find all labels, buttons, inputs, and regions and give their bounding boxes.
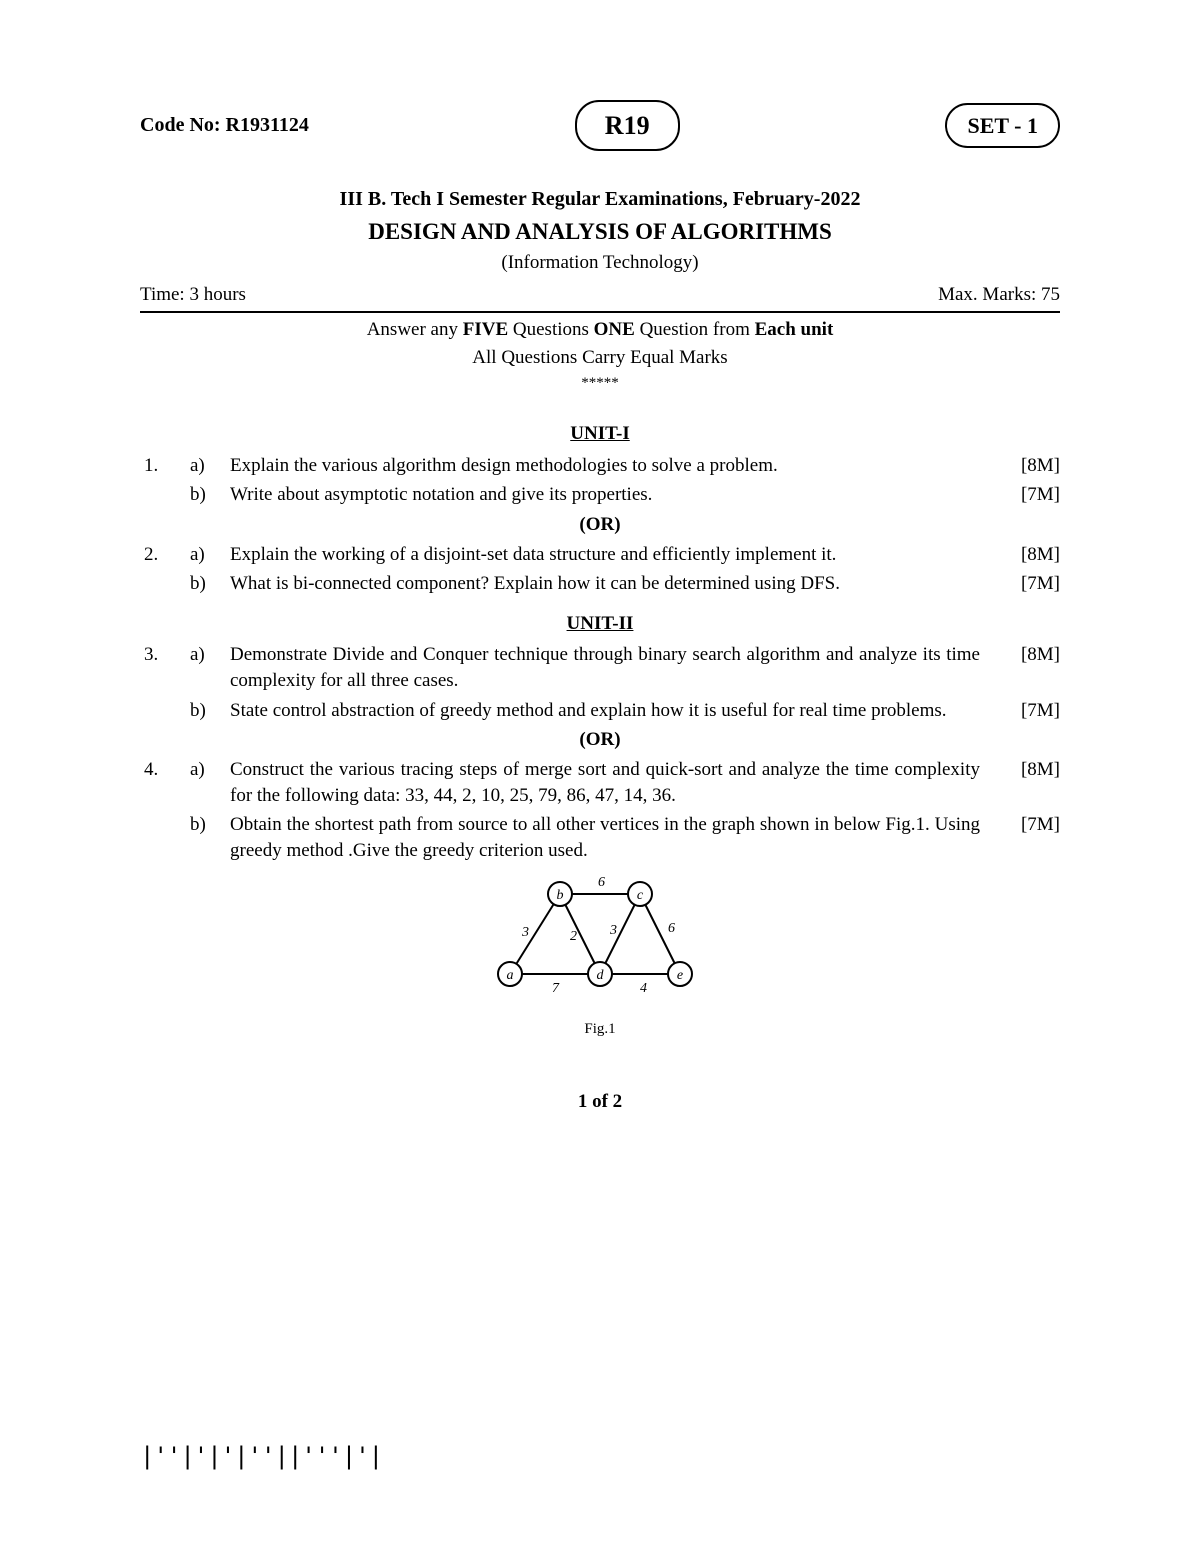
barcode: |''|'|'|''||'''|'|: [140, 1440, 382, 1472]
q-marks: [8M]: [1000, 453, 1060, 479]
q-number: 1.: [140, 453, 190, 479]
question-3a: 3. a) Demonstrate Divide and Conquer tec…: [140, 642, 1060, 693]
question-3b: b) State control abstraction of greedy m…: [140, 698, 1060, 724]
q-marks: [8M]: [1000, 757, 1060, 783]
q-number: 3.: [140, 642, 190, 668]
code-number: Code No: R1931124: [140, 112, 309, 139]
q-number: 2.: [140, 542, 190, 568]
q-marks: [8M]: [1000, 542, 1060, 568]
svg-text:b: b: [557, 888, 564, 903]
q-marks: [7M]: [1000, 482, 1060, 508]
unit-1-heading: UNIT-I: [140, 421, 1060, 447]
svg-text:4: 4: [640, 981, 647, 996]
q-part: b): [190, 482, 230, 508]
question-1a: 1. a) Explain the various algorithm desi…: [140, 453, 1060, 479]
q-part: a): [190, 757, 230, 783]
or-heading: (OR): [140, 727, 1060, 753]
q-text: Write about asymptotic notation and give…: [230, 482, 1000, 508]
svg-text:a: a: [507, 968, 514, 983]
q-text: Demonstrate Divide and Conquer technique…: [230, 642, 1000, 693]
figure-caption: Fig.1: [140, 1019, 1060, 1039]
question-2a: 2. a) Explain the working of a disjoint-…: [140, 542, 1060, 568]
exam-line: III B. Tech I Semester Regular Examinati…: [140, 186, 1060, 213]
q-part: a): [190, 542, 230, 568]
svg-text:3: 3: [609, 923, 617, 938]
instruction-line1: Answer any FIVE Questions ONE Question f…: [140, 317, 1060, 343]
stars: *****: [140, 373, 1060, 393]
svg-text:6: 6: [668, 921, 675, 936]
q-marks: [7M]: [1000, 571, 1060, 597]
q-part: b): [190, 812, 230, 838]
svg-text:6: 6: [598, 875, 605, 890]
max-marks-label: Max. Marks: 75: [938, 282, 1060, 308]
set-pill: SET - 1: [945, 103, 1060, 149]
or-heading: (OR): [140, 512, 1060, 538]
department: (Information Technology): [140, 250, 1060, 276]
q-marks: [8M]: [1000, 642, 1060, 668]
time-label: Time: 3 hours: [140, 282, 246, 308]
question-4a: 4. a) Construct the various tracing step…: [140, 757, 1060, 808]
question-2b: b) What is bi-connected component? Expla…: [140, 571, 1060, 597]
subject-title: DESIGN AND ANALYSIS OF ALGORITHMS: [140, 216, 1060, 247]
q-text: Explain the working of a disjoint-set da…: [230, 542, 1000, 568]
figure-container: 3 6 2 3 6 7 4 a b c d e: [140, 874, 1060, 1012]
q-text: What is bi-connected component? Explain …: [230, 571, 1000, 597]
svg-text:2: 2: [570, 929, 577, 944]
question-1b: b) Write about asymptotic notation and g…: [140, 482, 1060, 508]
svg-text:7: 7: [552, 981, 560, 996]
q-part: b): [190, 698, 230, 724]
q-number: 4.: [140, 757, 190, 783]
svg-text:3: 3: [521, 925, 529, 940]
time-marks-row: Time: 3 hours Max. Marks: 75: [140, 282, 1060, 314]
q-text: State control abstraction of greedy meth…: [230, 698, 1000, 724]
instruction-line2: All Questions Carry Equal Marks: [140, 345, 1060, 371]
q-text: Obtain the shortest path from source to …: [230, 812, 1000, 863]
header-row: Code No: R1931124 R19 SET - 1: [140, 100, 1060, 151]
graph-figure: 3 6 2 3 6 7 4 a b c d e: [490, 874, 710, 1004]
q-marks: [7M]: [1000, 812, 1060, 838]
unit-2-heading: UNIT-II: [140, 611, 1060, 637]
q-marks: [7M]: [1000, 698, 1060, 724]
q-part: a): [190, 642, 230, 668]
svg-text:d: d: [597, 968, 605, 983]
regulation-pill: R19: [575, 100, 680, 151]
q-text: Explain the various algorithm design met…: [230, 453, 1000, 479]
svg-text:c: c: [637, 888, 644, 903]
q-part: a): [190, 453, 230, 479]
question-4b: b) Obtain the shortest path from source …: [140, 812, 1060, 863]
page-number: 1 of 2: [140, 1089, 1060, 1115]
q-part: b): [190, 571, 230, 597]
svg-text:e: e: [677, 968, 683, 983]
q-text: Construct the various tracing steps of m…: [230, 757, 1000, 808]
